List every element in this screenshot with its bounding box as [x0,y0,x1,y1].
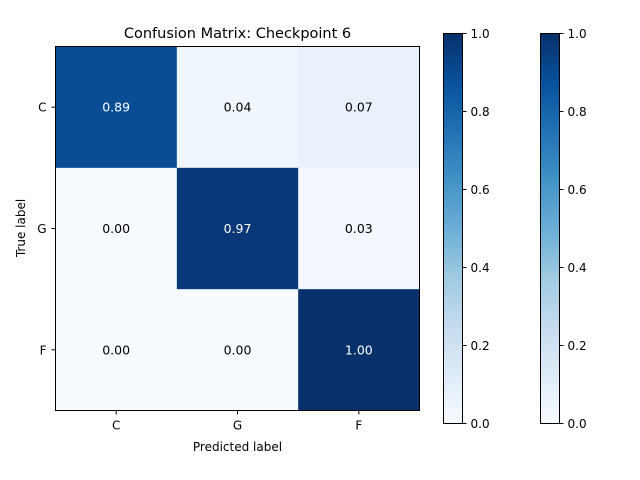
colorbar-tick-label: 1.0 [568,27,587,41]
heatmap-cell [55,46,178,169]
colorbar-frame [540,33,560,424]
y-tick-label: G [37,222,46,236]
chart-title: Confusion Matrix: Checkpoint 6 [124,26,351,42]
x-axis-label: Predicted label [193,440,282,454]
colorbar: 0.0 0.2 0.4 0.6 0.8 1.0 [540,27,587,431]
heatmap-value-labels: 0.89 0.04 0.07 0.00 0.97 0.03 0.00 0.00 1.00 [102,100,373,358]
colorbar-tick-label: 0.4 [471,261,490,275]
heatmap-cell [298,167,420,290]
x-tick-label: C [112,419,120,433]
y-tick-label: F [40,343,47,357]
cell-value-label: 0.04 [224,100,252,115]
colorbar-tick-label: 0.8 [471,105,490,119]
cell-value-label: 0.03 [345,221,373,236]
y-tick-label: C [38,101,46,115]
colorbar-tick-label: 0.6 [568,183,587,197]
heatmap-cell [176,289,299,411]
heatmap-cell [55,167,178,290]
heatmap-cell [55,289,178,411]
cell-value-label: 1.00 [345,342,373,357]
heatmap-cell [176,167,299,290]
y-axis-ticks: C G F [37,101,56,357]
colorbar-tick-label: 1.0 [471,27,490,41]
cell-value-label: 0.89 [102,100,130,115]
colorbar-tick-label: 0.4 [568,261,587,275]
heatmap-cell [298,289,420,411]
colorbar-tick-label: 0.2 [568,339,587,353]
heatmap-cell [298,46,420,169]
cell-value-label: 0.97 [224,221,252,236]
cell-value-label: 0.00 [224,342,252,357]
y-axis-label: True label [14,199,28,258]
heatmap-cells [55,46,420,411]
colorbar-gradient [540,33,560,424]
cell-value-label: 0.00 [102,221,130,236]
colorbar: 0.0 0.2 0.4 0.6 0.8 1.0 [443,27,490,431]
x-tick-label: G [233,419,242,433]
colorbar-tick-label: 0.0 [568,417,587,431]
cell-value-label: 0.00 [102,342,130,357]
colorbar-gradient [443,33,463,424]
x-tick-label: F [355,419,362,433]
colorbar-tick-label: 0.2 [471,339,490,353]
heatmap-cell [176,46,299,169]
colorbar-tick-label: 0.8 [568,105,587,119]
colorbar-frame [443,33,463,424]
cell-value-label: 0.07 [345,100,373,115]
colorbars: 0.0 0.2 0.4 0.6 0.8 1.0 0.0 0.2 0.4 0.6 0.8 1.0 [443,27,587,431]
colorbar-tick-label: 0.6 [471,183,490,197]
colorbar-tick-label: 0.0 [471,417,490,431]
